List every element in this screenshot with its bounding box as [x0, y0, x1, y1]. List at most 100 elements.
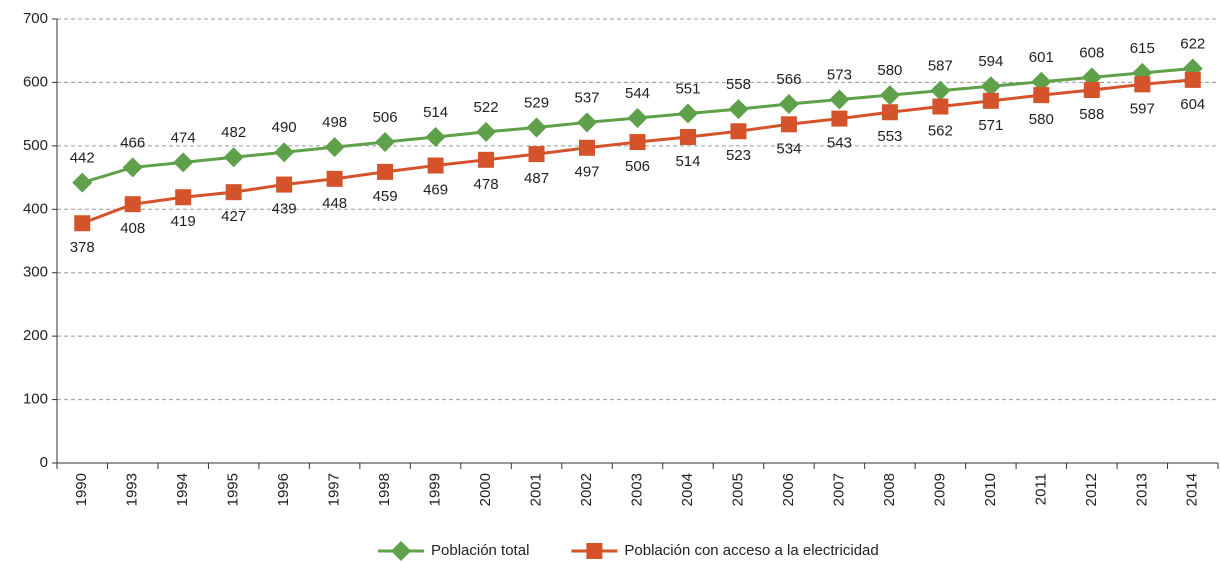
x-tick-label: 2010	[982, 473, 999, 506]
marker	[528, 146, 545, 163]
x-tick-label: 1998	[376, 473, 393, 506]
marker	[879, 85, 900, 106]
x-tick-label: 2013	[1133, 473, 1150, 506]
marker	[728, 99, 749, 120]
data-label: 523	[726, 147, 751, 164]
x-tick-label: 1990	[73, 473, 90, 506]
marker	[730, 123, 747, 140]
data-label: 580	[1029, 111, 1054, 128]
data-label: 474	[171, 129, 196, 146]
marker	[627, 107, 648, 128]
marker	[476, 121, 497, 142]
x-tick-label: 1997	[326, 473, 343, 506]
marker	[173, 152, 194, 173]
x-tick-label: 1996	[275, 473, 292, 506]
data-label: 544	[625, 85, 650, 102]
data-label: 588	[1079, 106, 1104, 123]
x-tick-label: 1999	[427, 473, 444, 506]
marker	[427, 157, 444, 174]
data-label: 558	[726, 76, 751, 93]
data-label: 490	[272, 119, 297, 136]
y-tick-label: 400	[23, 200, 48, 217]
marker	[175, 189, 192, 206]
data-label: 408	[120, 220, 145, 237]
x-tick-label: 1993	[124, 473, 141, 506]
data-label: 482	[221, 124, 246, 141]
data-label: 522	[474, 99, 499, 116]
data-label: 448	[322, 195, 347, 212]
data-label: 439	[272, 201, 297, 218]
marker	[831, 110, 848, 127]
y-tick-label: 600	[23, 73, 48, 90]
marker	[1031, 71, 1052, 92]
x-tick-label: 2000	[477, 473, 494, 506]
data-label: 573	[827, 67, 852, 84]
data-label: 580	[877, 62, 902, 79]
y-tick-label: 100	[23, 391, 48, 408]
data-label: 378	[70, 239, 95, 256]
data-label: 534	[776, 140, 801, 157]
x-tick-label: 2007	[830, 473, 847, 506]
x-tick-label: 2004	[679, 473, 696, 506]
marker	[526, 117, 547, 138]
data-label: 604	[1180, 96, 1205, 113]
data-label: 506	[625, 158, 650, 175]
x-tick-label: 1994	[174, 473, 191, 506]
marker	[124, 196, 141, 213]
data-label: 497	[575, 164, 600, 181]
marker	[225, 184, 242, 201]
marker	[1184, 71, 1201, 88]
y-tick-label: 500	[23, 137, 48, 154]
x-tick-label: 2009	[931, 473, 948, 506]
data-label: 601	[1029, 49, 1054, 66]
data-label: 622	[1180, 35, 1205, 52]
data-label: 459	[373, 188, 398, 205]
data-label: 506	[373, 109, 398, 126]
legend-marker	[586, 543, 603, 559]
legend-label: Población total	[431, 542, 529, 559]
data-label: 478	[474, 176, 499, 193]
marker	[375, 132, 396, 153]
y-tick-label: 700	[23, 10, 48, 27]
marker	[577, 112, 598, 133]
data-label: 487	[524, 170, 549, 187]
marker	[579, 139, 596, 156]
marker	[930, 80, 951, 101]
marker	[122, 157, 143, 178]
marker	[377, 163, 394, 180]
data-label: 466	[120, 134, 145, 151]
data-label: 587	[928, 58, 953, 75]
marker	[982, 92, 999, 109]
data-label: 514	[675, 153, 700, 170]
data-label: 469	[423, 181, 448, 198]
x-tick-label: 2012	[1083, 473, 1100, 506]
x-tick-label: 2008	[881, 473, 898, 506]
legend-label: Población con acceso a la electricidad	[624, 542, 878, 559]
legend-marker	[391, 541, 411, 561]
data-label: 562	[928, 123, 953, 140]
x-tick-label: 2005	[729, 473, 746, 506]
marker	[326, 170, 343, 187]
data-label: 553	[877, 128, 902, 145]
marker	[478, 151, 495, 168]
y-tick-label: 200	[23, 327, 48, 344]
data-label: 551	[675, 80, 700, 97]
data-label: 571	[978, 117, 1003, 134]
x-tick-label: 2011	[1032, 473, 1049, 505]
marker	[425, 126, 446, 147]
marker	[679, 128, 696, 145]
marker	[72, 172, 93, 193]
marker	[677, 103, 698, 124]
marker	[1033, 87, 1050, 104]
data-label: 608	[1079, 44, 1104, 61]
x-tick-label: 2006	[780, 473, 797, 506]
data-label: 615	[1130, 40, 1155, 57]
x-tick-label: 2014	[1184, 473, 1201, 506]
marker	[629, 134, 646, 151]
data-label: 419	[171, 213, 196, 230]
marker	[276, 176, 293, 193]
data-label: 427	[221, 208, 246, 225]
data-label: 498	[322, 114, 347, 131]
marker	[274, 142, 295, 163]
